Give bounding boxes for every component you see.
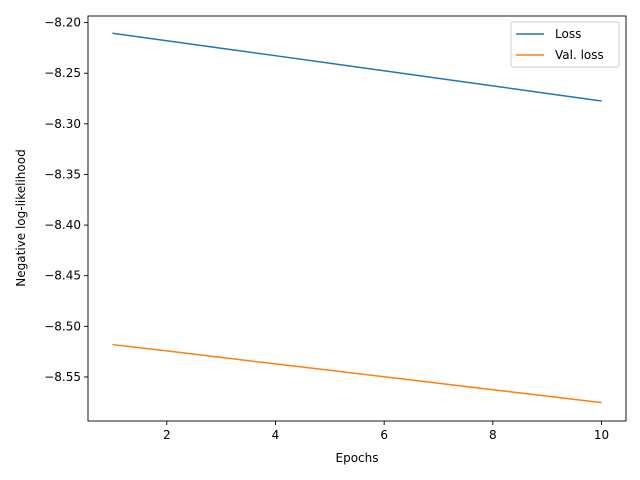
legend-label-1: Val. loss: [555, 48, 604, 62]
y-tick-label: −8.20: [44, 16, 81, 30]
plot-frame: [87, 15, 627, 422]
legend: Loss Val. loss: [510, 21, 620, 68]
y-tick-label: −8.55: [44, 370, 81, 384]
y-tick-label: −8.25: [44, 66, 81, 80]
series-layer: [112, 32, 602, 404]
y-tick-label: −8.45: [44, 269, 81, 283]
series-line-1: [112, 343, 602, 404]
x-tick-label: 4: [272, 428, 280, 442]
y-tick-label: −8.50: [44, 319, 81, 333]
x-axis: 2 4 6 8 10: [163, 421, 609, 442]
x-tick-label: 6: [380, 428, 388, 442]
y-axis: −8.20 −8.25 −8.30 −8.35 −8.40 −8.45 −8.50 −8.55: [44, 16, 88, 384]
y-tick-label: −8.30: [44, 117, 81, 131]
y-tick-label: −8.35: [44, 167, 81, 181]
plot-area: [88, 16, 626, 421]
x-tick-label: 8: [489, 428, 497, 442]
series-line-0: [112, 32, 602, 102]
x-tick-label: 2: [163, 428, 171, 442]
legend-label-0: Loss: [555, 27, 581, 41]
y-axis-label: Negative log-likelihood: [14, 149, 28, 286]
x-axis-label: Epochs: [336, 451, 379, 465]
y-tick-label: −8.40: [44, 218, 81, 232]
x-tick-label: 10: [594, 428, 609, 442]
